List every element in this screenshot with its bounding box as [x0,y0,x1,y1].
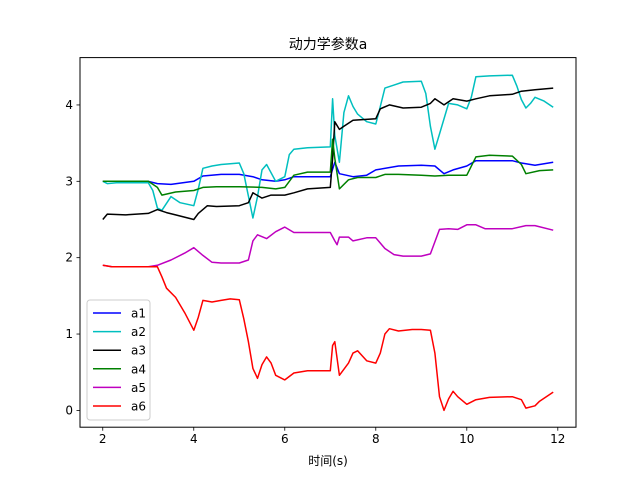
x-axis-label: 时间(s) [308,454,348,468]
x-tick-label: 8 [372,432,380,446]
series-line-a5 [102,224,554,268]
x-tick-label: 2 [99,432,107,446]
chart-title: 动力学参数a [289,36,368,53]
series-line-a6 [102,264,554,412]
legend-frame [86,299,151,421]
x-tick-label: 6 [281,432,289,446]
legend-label-a2: a2 [131,325,146,339]
legend: a1 a2 a3 a4 a5 a6 [86,299,151,421]
y-tick-label: 2 [65,251,73,265]
y-tick-label: 0 [65,403,73,417]
y-axis-ticks: 0 1 2 3 4 [65,98,80,417]
x-tick-label: 4 [190,432,198,446]
y-tick-label: 3 [65,174,73,188]
x-axis-ticks: 2 4 6 8 10 12 [99,427,565,446]
legend-label-a1: a1 [131,307,146,321]
x-tick-label: 12 [550,432,565,446]
y-tick-label: 4 [65,98,73,112]
legend-label-a4: a4 [131,362,146,376]
y-tick-label: 1 [65,327,73,341]
series-line-a4 [102,138,554,196]
legend-label-a5: a5 [131,381,146,395]
series-line-a3 [102,87,554,221]
series-line-a2 [102,74,554,219]
x-tick-label: 10 [459,432,474,446]
legend-label-a6: a6 [131,400,146,414]
legend-label-a3: a3 [131,344,146,358]
plot-frame [79,57,577,428]
series-layer [102,74,554,412]
